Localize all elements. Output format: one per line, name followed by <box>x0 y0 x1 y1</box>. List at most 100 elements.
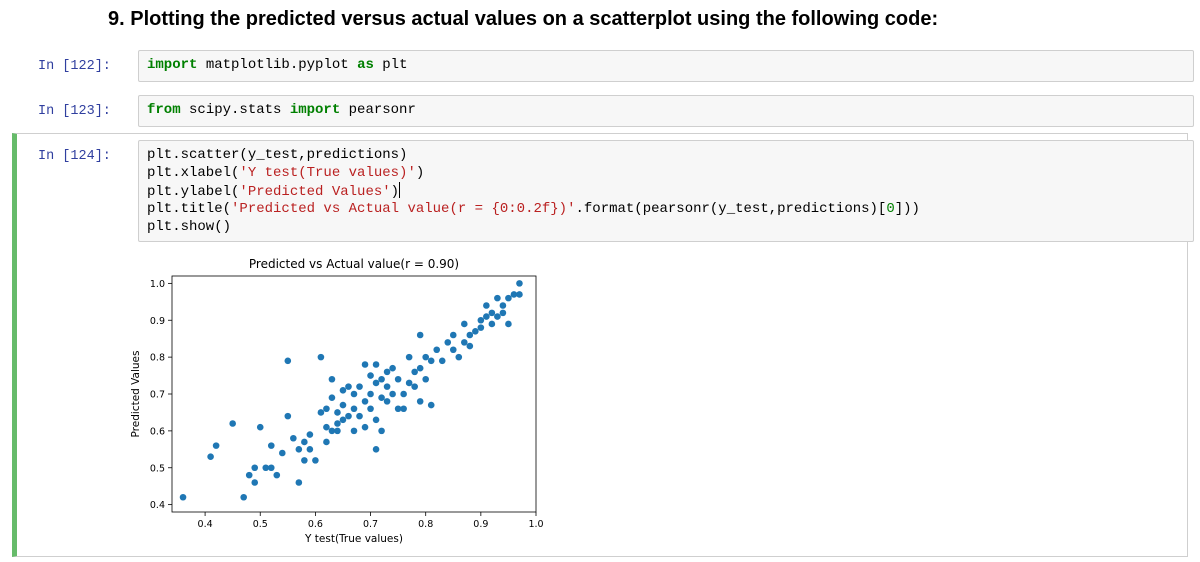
data-point <box>383 383 391 390</box>
data-point <box>306 431 314 438</box>
y-tick-label: 0.8 <box>150 353 165 364</box>
x-tick-label: 0.4 <box>198 519 213 530</box>
data-point <box>483 313 490 320</box>
data-point <box>284 412 292 420</box>
data-point <box>301 457 308 464</box>
y-tick-label: 1.0 <box>150 279 165 290</box>
code-token: ])) <box>894 201 920 217</box>
data-point <box>328 375 336 383</box>
data-point <box>339 387 347 394</box>
data-point <box>488 309 496 317</box>
data-point <box>466 331 474 339</box>
code-token: pearsonr <box>340 102 416 118</box>
data-point <box>505 294 512 302</box>
cell-prompt: In [122]: <box>38 59 111 74</box>
data-point <box>416 398 424 405</box>
y-tick-label: 0.7 <box>150 390 165 401</box>
data-point <box>323 423 330 431</box>
data-point <box>499 302 507 309</box>
data-point <box>367 372 374 379</box>
data-point <box>466 342 474 350</box>
code-input[interactable]: plt.scatter(y_test,predictions) plt.xlabe… <box>138 140 1194 242</box>
code-cell-124-selected[interactable]: In [124]: plt.scatter(y_test,predictions… <box>12 133 1194 557</box>
data-point <box>411 368 418 376</box>
data-point <box>372 361 380 368</box>
section-heading: 9. Plotting the predicted versus actual … <box>108 8 939 30</box>
data-point <box>449 331 457 339</box>
data-point <box>267 442 275 449</box>
code-cell-122[interactable]: In [122]: import matplotlib.pyplot as pl… <box>12 50 1194 84</box>
data-point <box>345 412 352 420</box>
code-token: import <box>147 57 198 73</box>
data-point <box>383 398 391 405</box>
data-point <box>251 479 259 486</box>
x-tick-label: 0.9 <box>473 519 488 530</box>
code-token: from <box>147 102 181 118</box>
data-point <box>411 383 418 390</box>
data-point <box>229 420 236 427</box>
data-point <box>267 464 275 472</box>
data-point <box>372 416 380 424</box>
data-point <box>416 331 424 339</box>
data-point <box>361 423 369 431</box>
data-point <box>323 438 330 446</box>
data-point <box>444 339 452 346</box>
data-point <box>494 313 501 320</box>
data-point <box>361 398 369 405</box>
code-token: plt.title( <box>147 201 232 217</box>
data-point <box>449 346 457 354</box>
data-point <box>328 394 336 401</box>
data-point <box>240 493 247 501</box>
data-point <box>256 423 264 431</box>
code-token: plt <box>373 57 408 73</box>
x-tick-label: 1.0 <box>528 519 543 530</box>
x-tick-label: 0.6 <box>308 519 323 530</box>
y-tick-label: 0.9 <box>150 316 165 327</box>
data-point <box>394 405 402 413</box>
scatter-plot: Predicted vs Actual value(r = 0.90) 0.4 0.… <box>130 257 544 545</box>
data-point <box>334 427 341 435</box>
code-token: 0 <box>886 201 895 217</box>
code-token: ) <box>390 184 400 200</box>
data-point <box>405 353 413 361</box>
code-input[interactable]: from scipy.stats import pearsonr <box>138 95 1194 127</box>
data-point <box>416 364 424 372</box>
data-point <box>472 328 479 335</box>
code-token: as <box>357 57 374 73</box>
cell-prompt: In [123]: <box>38 104 111 119</box>
code-cell-123[interactable]: In [123]: from scipy.stats import pearso… <box>12 95 1194 129</box>
x-tick-label: 0.5 <box>253 519 268 530</box>
data-point <box>345 383 352 390</box>
data-point <box>334 409 341 416</box>
code-input[interactable]: import matplotlib.pyplot as plt <box>138 50 1194 82</box>
data-point <box>400 390 407 398</box>
data-point <box>356 383 363 390</box>
code-token: scipy.stats <box>180 102 290 118</box>
code-token: plt.ylabel( <box>147 184 240 200</box>
data-point <box>279 449 286 457</box>
y-tick-label: 0.6 <box>150 426 165 437</box>
data-point <box>505 320 512 328</box>
data-point <box>350 390 358 398</box>
data-point <box>516 291 523 298</box>
data-point <box>323 405 330 413</box>
code-token: 'Predicted vs Actual value(r = {0:0.2f})… <box>231 201 576 217</box>
data-point <box>378 375 385 383</box>
data-point <box>488 320 496 328</box>
data-point <box>367 390 374 398</box>
code-line: plt.show() <box>147 218 1185 236</box>
code-token: import <box>289 102 341 118</box>
data-point <box>273 471 281 479</box>
data-point <box>494 294 501 302</box>
data-point <box>422 375 429 383</box>
data-point <box>317 409 325 416</box>
data-point <box>306 446 314 453</box>
code-line: from scipy.stats import pearsonr <box>147 101 1185 119</box>
data-point <box>400 405 407 413</box>
data-point <box>378 394 385 401</box>
data-point <box>389 364 396 372</box>
code-token: plt.xlabel( <box>147 165 240 181</box>
data-point <box>356 412 363 420</box>
x-axis-label: Y test(True values) <box>304 533 403 545</box>
data-point <box>510 291 518 298</box>
